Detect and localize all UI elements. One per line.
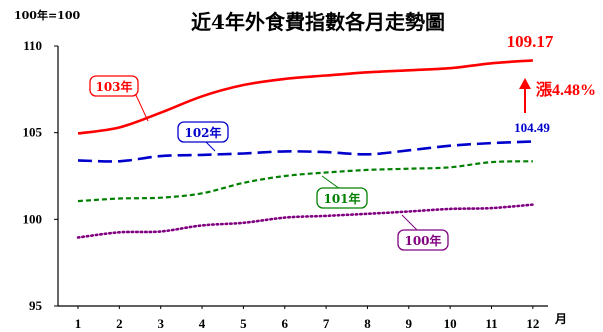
x-tick-label: 1 [75,316,82,331]
chart-title: 近4年外食費指數各月走勢圖 [191,10,445,34]
rise-arrow-head [519,78,531,89]
y-tick-label: 100 [23,211,43,226]
x-tick-label: 2 [116,316,123,331]
label-102-text: 102年 [184,125,221,140]
series-line-103年 [77,59,533,135]
label-101-leader [321,175,341,190]
label-103-box [89,75,139,97]
series-lines [76,59,535,239]
y-tick-label: 105 [23,125,43,140]
rise-percent-label: 漲4.48% [536,81,596,99]
series-line-102年 [77,140,533,163]
label-103: 103年 [89,75,149,122]
label-100-box [397,229,449,251]
x-ticks: 1 2 3 4 5 6 7 8 9 10 11 12 [75,306,539,331]
label-101: 101年 [316,175,368,209]
label-100: 100年 [397,214,449,251]
label-102-box [177,121,229,143]
label-101-text: 101年 [323,191,360,206]
label-100-leader [401,214,418,231]
x-tick-label: 5 [240,316,247,331]
x-tick-label: 3 [157,316,164,331]
axes [57,46,548,307]
y-tick-label: 95 [29,298,43,313]
end-value-103: 109.17 [507,32,554,51]
rise-arrow [519,78,531,113]
series-line-100年 [76,203,535,239]
label-103-text: 103年 [95,79,132,94]
x-tick-label: 12 [526,316,539,331]
y-axis-label: 100年=100 [14,8,80,22]
label-101-box [316,187,368,209]
label-102-leader [204,140,216,152]
x-tick-label: 9 [406,316,413,331]
y-ticks: 95 100 105 110 [23,38,58,313]
x-tick-label: 4 [199,316,206,331]
end-value-102: 104.49 [514,120,550,135]
x-tick-label: 6 [282,316,289,331]
x-tick-label: 7 [323,316,330,331]
x-axis-unit-label: 月 [554,312,567,326]
y-tick-label: 110 [23,38,42,53]
x-tick-label: 11 [485,316,497,331]
series-line-101年 [77,160,533,203]
x-tick-label: 8 [364,316,371,331]
label-103-leader [134,92,149,122]
label-102: 102年 [177,121,229,152]
label-100-text: 100年 [404,233,441,248]
x-tick-label: 10 [444,316,457,331]
